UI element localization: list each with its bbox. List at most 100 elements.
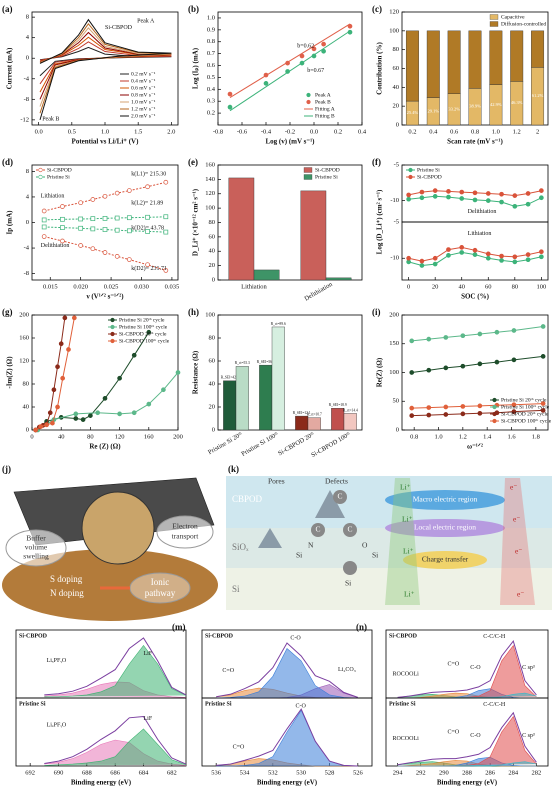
- y-tick-label: -4: [24, 75, 30, 82]
- legend-label: Pristine Si 20ᵗʰ cycle: [501, 397, 547, 403]
- annotation: Li₂CO₃: [338, 667, 356, 673]
- marker: [163, 229, 169, 235]
- bar: [325, 277, 352, 281]
- plot-frame: [401, 221, 549, 281]
- y-tick-label: 80: [209, 334, 216, 341]
- legend-label: Fitting B: [315, 113, 335, 119]
- bar: [223, 380, 237, 431]
- marker: [419, 263, 425, 268]
- y-axis-label: Re(Z) (Ω): [376, 357, 384, 387]
- bar: [235, 366, 249, 431]
- marker: [539, 249, 544, 255]
- marker: [60, 225, 65, 230]
- subplot-title: Si-CBPOD: [19, 633, 48, 639]
- marker: [485, 198, 491, 203]
- plot-frame: [15, 697, 187, 767]
- y-tick-label: 40: [209, 380, 216, 387]
- y-tick-label: -10: [390, 255, 399, 262]
- x-tick-label: 0: [407, 283, 410, 290]
- y-axis-label: Contribution (%): [376, 41, 384, 94]
- series-line: [216, 708, 358, 767]
- x-tick-label: 0.020: [73, 283, 88, 290]
- bar: [259, 364, 273, 431]
- x-tick-label: 80: [512, 283, 519, 290]
- channel: [500, 478, 535, 605]
- x-tick-label: 686: [110, 769, 121, 776]
- data-label: 38.9%: [469, 104, 481, 109]
- x-axis-label: Re (Z) (Ω): [89, 443, 121, 451]
- marker: [161, 387, 166, 393]
- y-tick-label: 0.7: [207, 50, 216, 57]
- marker: [263, 81, 269, 86]
- subplot-title: Si-CBPOD: [389, 633, 418, 639]
- marker: [409, 370, 415, 375]
- series-line: [44, 637, 187, 696]
- marker: [511, 402, 517, 408]
- y-tick-label: 80: [23, 380, 30, 387]
- bubble: [156, 515, 214, 549]
- y-tick-label: -10: [390, 197, 399, 204]
- atom-label: C: [315, 525, 320, 534]
- marker: [145, 262, 150, 268]
- data-label: 33.2%: [448, 106, 460, 111]
- marker: [117, 411, 122, 417]
- atom-label: O: [362, 541, 368, 550]
- marker: [73, 416, 79, 421]
- marker: [321, 48, 326, 54]
- y-tick-label: 20: [209, 262, 216, 269]
- legend-label: Pristine Si: [315, 174, 338, 180]
- marker: [499, 199, 504, 205]
- y-tick-label: -4: [24, 245, 30, 252]
- x-tick-label: 526: [353, 769, 364, 776]
- marker: [539, 188, 544, 193]
- marker: [460, 363, 466, 369]
- marker: [477, 403, 483, 409]
- data-label: R_ct=89.6: [271, 322, 286, 326]
- marker: [102, 396, 108, 401]
- marker: [78, 243, 84, 248]
- diagram-text: SiOₓ: [232, 542, 249, 552]
- diagram-text: S doping: [50, 574, 83, 584]
- atom-label: Si: [296, 551, 302, 560]
- atom: [343, 523, 357, 537]
- x-tick-label: 530: [296, 769, 306, 776]
- y-tick-label: 60: [393, 65, 400, 72]
- annotation: k(D2)= 43.78: [131, 225, 164, 232]
- x-tick-label: -0.2: [285, 128, 295, 135]
- y-tick-label: 60: [209, 233, 216, 240]
- marker: [443, 335, 449, 340]
- subplot-title: Si-CBPOD: [205, 633, 234, 639]
- x-tick-label: 0.2: [334, 128, 342, 135]
- annotation: k(L1)= 215.30: [131, 171, 166, 178]
- x-tick-label: Si-CBPOD 100ᵗʰ: [310, 431, 352, 459]
- annotation: LiₓPFᵧO: [47, 658, 67, 664]
- atom: [343, 561, 357, 575]
- marker: [409, 405, 415, 411]
- marker: [446, 253, 451, 258]
- marker: [114, 254, 120, 259]
- marker: [406, 192, 411, 198]
- marker: [311, 46, 317, 52]
- x-tick-label: 120: [115, 433, 125, 440]
- annotation: C=O: [222, 668, 234, 674]
- marker: [227, 104, 233, 110]
- diagram-text: N doping: [50, 588, 84, 598]
- x-axis-label: SOC (%): [461, 293, 489, 301]
- marker: [540, 401, 546, 406]
- marker: [540, 324, 546, 329]
- legend-swatch: [303, 174, 313, 180]
- marker: [426, 405, 432, 410]
- x-tick-label: 294: [393, 769, 404, 776]
- series-line: [397, 640, 537, 698]
- diagram-text: Macro electric region: [413, 495, 478, 504]
- y-tick-label: 0: [212, 426, 215, 433]
- marker: [459, 250, 465, 255]
- legend-label: Si-CBPOD: [417, 174, 442, 180]
- peak-area: [216, 648, 358, 699]
- marker: [114, 215, 120, 221]
- marker: [90, 246, 96, 252]
- marker: [146, 401, 152, 407]
- marker: [446, 194, 451, 200]
- defect: [258, 528, 282, 548]
- marker: [499, 253, 504, 259]
